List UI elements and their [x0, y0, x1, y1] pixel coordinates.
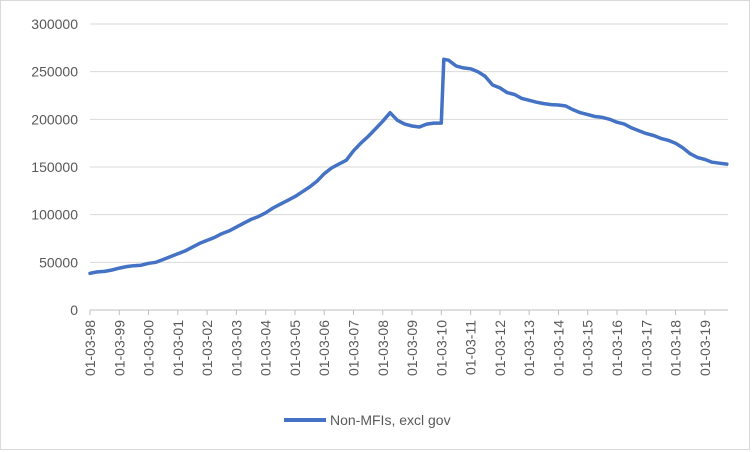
x-tick-label: 01-03-07	[345, 320, 361, 376]
x-tick-label: 01-03-15	[580, 320, 596, 376]
x-tick-label: 01-03-16	[609, 320, 625, 376]
y-tick-label: 250000	[31, 64, 78, 80]
x-tick-label: 01-03-14	[550, 320, 566, 376]
x-axis-tick-labels: 01-03-98 01-03-99 01-03-00 01-03-01 01-03-02…	[82, 310, 713, 376]
x-tick-label: 01-03-18	[668, 320, 684, 376]
x-tick-label: 01-03-17	[638, 320, 654, 376]
x-tick-label: 01-03-01	[170, 320, 186, 376]
y-tick-label: 0	[70, 302, 78, 318]
y-tick-label: 200000	[31, 111, 78, 127]
x-tick-label: 01-03-04	[258, 320, 274, 376]
series-layer	[88, 57, 729, 276]
y-tick-label: 300000	[31, 16, 78, 32]
x-tick-label: 01-03-19	[697, 320, 713, 376]
x-tick-label: 01-03-11	[463, 320, 479, 375]
x-tick-label: 01-03-98	[82, 320, 98, 376]
x-tick-label: 01-03-99	[111, 320, 127, 376]
x-tick-label: 01-03-05	[287, 320, 303, 376]
y-tick-label: 50000	[39, 254, 78, 270]
y-tick-label: 150000	[31, 159, 78, 175]
gridlines	[90, 23, 728, 263]
x-tick-label: 01-03-00	[141, 320, 157, 376]
y-axis-tick-labels: 0 50000 100000 150000 200000 250000 300000	[31, 16, 78, 318]
legend: Non-MFIs, excl gov	[284, 412, 451, 428]
x-tick-label: 01-03-08	[375, 320, 391, 376]
x-tick-label: 01-03-02	[199, 320, 215, 376]
x-tick-label: 01-03-10	[433, 320, 449, 376]
y-tick-label: 100000	[31, 207, 78, 223]
x-tick-label: 01-03-09	[404, 320, 420, 376]
x-tick-label: 01-03-06	[316, 320, 332, 376]
x-tick-label: 01-03-13	[521, 320, 537, 376]
x-tick-label: 01-03-12	[492, 320, 508, 376]
legend-label: Non-MFIs, excl gov	[330, 412, 451, 428]
series-line	[88, 57, 729, 276]
x-tick-label: 01-03-03	[228, 320, 244, 376]
